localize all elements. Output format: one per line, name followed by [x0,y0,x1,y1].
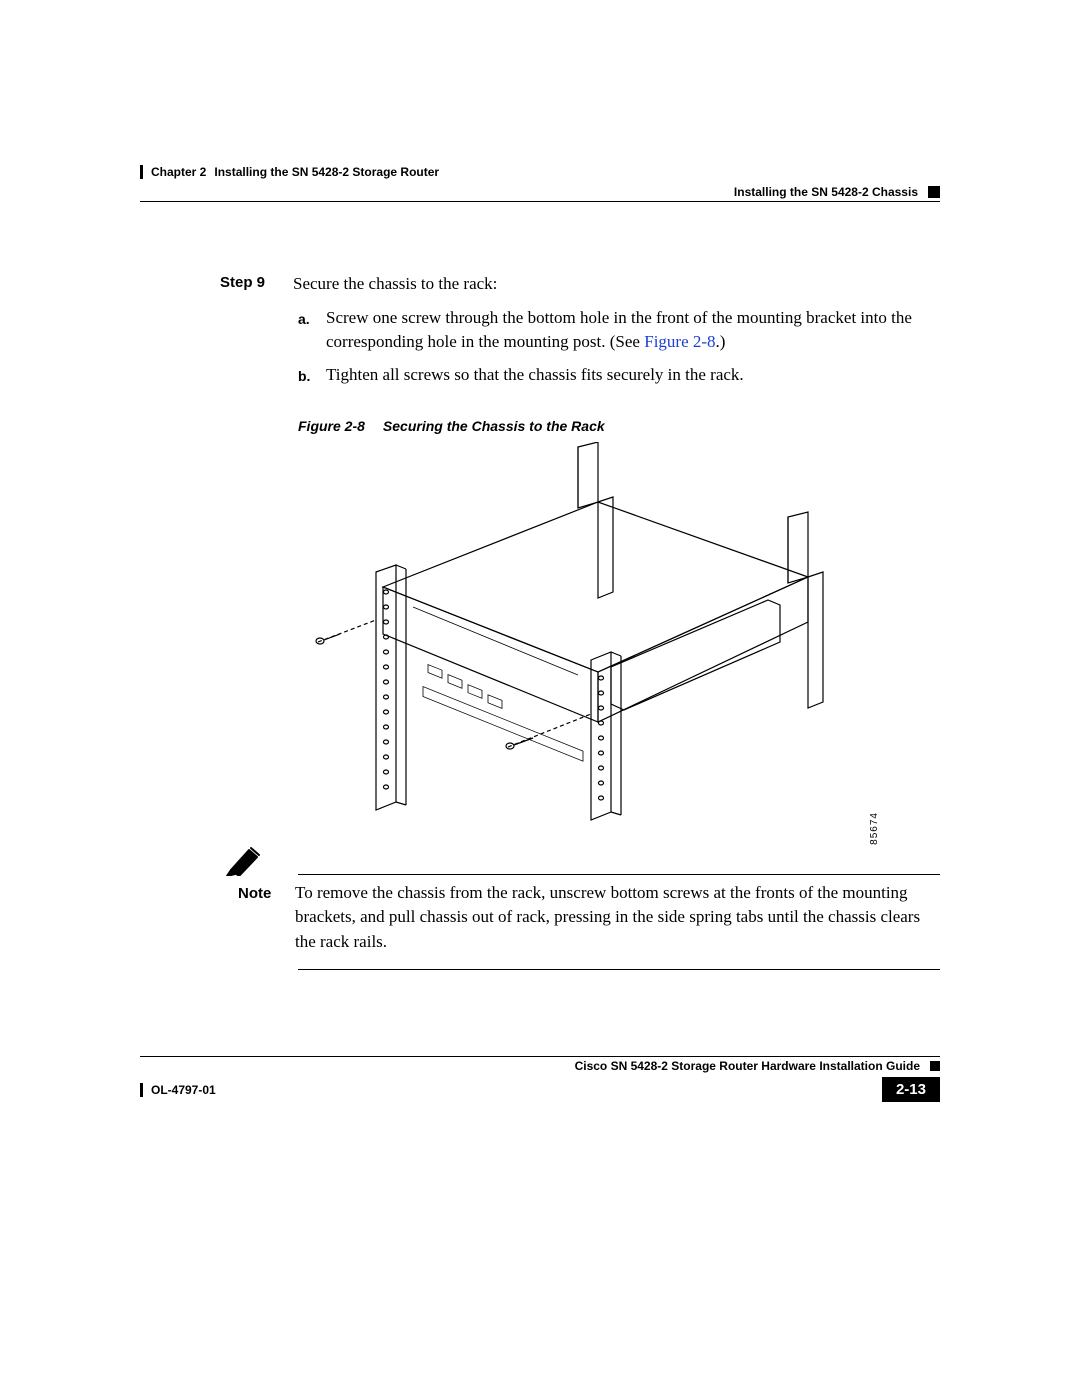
page-header: Chapter 2 Installing the SN 5428-2 Stora… [140,165,940,179]
note-rule-top [298,874,940,875]
header-rule [140,201,940,202]
figure-illustration: 85674 [298,442,858,822]
footer-square-icon [930,1061,940,1071]
footer-guide-title: Cisco SN 5428-2 Storage Router Hardware … [575,1059,920,1073]
chapter-number: Chapter 2 [151,165,206,179]
section-title: Installing the SN 5428-2 Chassis [734,185,918,199]
figure-caption: Figure 2-8 Securing the Chassis to the Ra… [298,418,940,434]
header-bar-icon [140,165,143,179]
step-label: Step 9 [220,272,275,296]
chapter-title: Installing the SN 5428-2 Storage Router [214,165,439,179]
figure-image-id: 85674 [869,812,880,845]
footer-bar-icon [140,1083,143,1097]
note-label: Note [220,881,275,955]
figure-number: Figure 2-8 [298,418,365,434]
note-rule-bottom [298,969,940,970]
sub-text-a: Screw one screw through the bottom hole … [326,306,940,355]
footer-rule [140,1056,940,1057]
page-number-badge: 2-13 [882,1077,940,1102]
page-footer: Cisco SN 5428-2 Storage Router Hardware … [140,1056,940,1102]
figure-ref-link[interactable]: Figure 2-8 [644,332,715,351]
step-sub-b: b. Tighten all screws so that the chassi… [298,363,940,388]
footer-doc-number: OL-4797-01 [151,1083,216,1097]
step-text: Secure the chassis to the rack: [293,272,497,296]
sub-text-b: Tighten all screws so that the chassis f… [326,363,744,388]
step-sublist: a. Screw one screw through the bottom ho… [298,306,940,388]
sub-letter-a: a. [298,306,314,355]
note-pencil-icon [225,842,940,876]
step-row: Step 9 Secure the chassis to the rack: [220,272,940,296]
step-sub-a: a. Screw one screw through the bottom ho… [298,306,940,355]
note-text: To remove the chassis from the rack, uns… [295,881,940,955]
figure-title: Securing the Chassis to the Rack [383,418,605,434]
header-square-icon [928,186,940,198]
sub-letter-b: b. [298,363,314,388]
